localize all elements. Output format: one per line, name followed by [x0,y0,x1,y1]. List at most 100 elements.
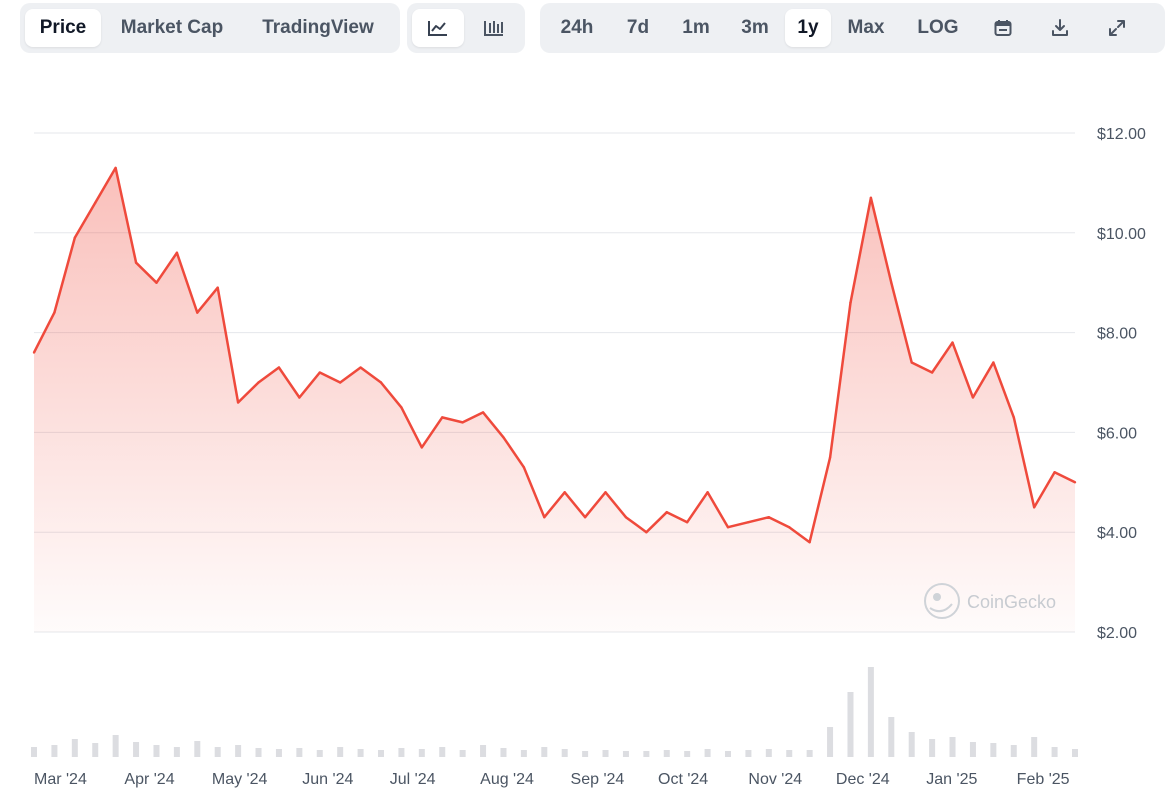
volume-bar [745,750,752,757]
volume-bar [153,745,160,757]
price-point [441,416,444,419]
price-point [461,421,464,424]
volume-bar [480,745,487,757]
download-button[interactable] [1031,9,1089,47]
price-point [257,381,260,384]
price-point [808,540,811,544]
x-tick-label: Jun '24 [302,771,353,788]
volume-bar [459,750,466,757]
volume-bar [867,667,874,757]
volume-bar [908,732,915,757]
volume-bar [622,751,629,757]
volume-bar [888,717,895,757]
price-point [196,311,199,314]
volume-bar [520,750,527,757]
volume-bar [439,747,446,757]
volume-bar [969,742,976,757]
chart-toolbar: Price Market Cap TradingView 24h 7d 1m 3… [20,3,1166,53]
volume-bar [1010,745,1017,757]
tab-tradingview[interactable]: TradingView [262,17,374,38]
line-chart-button[interactable] [412,9,464,47]
candlestick-button[interactable] [468,9,520,47]
calendar-icon [993,18,1013,38]
volume-bar [337,747,344,757]
price-point [318,371,321,374]
candlestick-icon [483,19,505,37]
volume-bar [582,751,589,757]
volume-bar [704,749,711,757]
volume-bar [316,750,323,757]
price-point [645,531,648,534]
volume-bar [214,747,221,757]
price-point [420,446,424,449]
volume-bar [133,742,140,757]
price-point [481,411,485,414]
volume-bar [255,748,262,757]
price-point [930,371,934,374]
volume-bar [296,748,303,757]
range-1m[interactable]: 1m [682,17,710,38]
price-point [1012,416,1015,419]
tab-price[interactable]: Price [25,9,101,47]
range-7d[interactable]: 7d [626,17,650,38]
price-point [175,251,179,254]
y-tick-label: $4.00 [1097,525,1137,542]
volume-bar [561,749,568,757]
volume-bar [1031,737,1038,757]
price-point [400,406,403,409]
line-chart-icon [427,19,449,37]
y-tick-label: $12.00 [1097,126,1146,143]
price-point [992,361,995,364]
price-point [685,521,689,524]
x-tick-label: Nov '24 [748,771,802,788]
price-point [828,456,832,459]
range-1y[interactable]: 1y [785,9,831,47]
price-point [604,491,607,494]
price-point [1073,481,1077,484]
price-point [583,516,587,519]
volume-bar [684,751,691,757]
volume-bar [71,739,78,757]
y-tick-label: $8.00 [1097,326,1137,343]
volume-bar [929,739,936,757]
volume-bar [765,749,772,757]
price-point [543,516,546,519]
volume-bar [806,750,813,757]
volume-bar [1072,749,1078,757]
price-point [155,281,158,284]
volume-bar [643,751,650,757]
price-point [747,521,750,524]
x-tick-label: May '24 [212,771,268,788]
download-icon [1050,18,1070,38]
volume-bar [847,692,854,757]
range-3m[interactable]: 3m [741,17,769,38]
x-tick-label: Aug '24 [480,771,534,788]
range-max[interactable]: Max [847,17,885,38]
price-point [94,201,97,205]
price-point [624,516,628,519]
price-point [767,516,771,519]
price-point [114,166,117,170]
volume-bar [990,743,997,757]
x-tick-label: Jan '25 [926,771,977,788]
volume-bar [92,743,99,757]
range-24h[interactable]: 24h [560,17,594,38]
x-tick-label: Mar '24 [34,771,87,788]
expand-icon [1107,18,1127,38]
volume-bar [418,749,425,757]
range-group: 24h 7d 1m 3m 1y Max LOG [540,3,1165,53]
price-point [359,366,362,369]
price-point [951,341,954,344]
date-range-button[interactable] [975,9,1031,47]
tab-market-cap[interactable]: Market Cap [120,17,224,38]
log-scale-toggle[interactable]: LOG [917,17,959,38]
volume-bar [725,751,731,757]
volume-bar [357,749,364,757]
x-tick-label: Apr '24 [124,771,174,788]
price-point [522,466,526,469]
price-point [869,196,873,200]
y-tick-label: $2.00 [1097,625,1137,642]
fullscreen-button[interactable] [1089,9,1145,47]
price-point [216,286,219,289]
